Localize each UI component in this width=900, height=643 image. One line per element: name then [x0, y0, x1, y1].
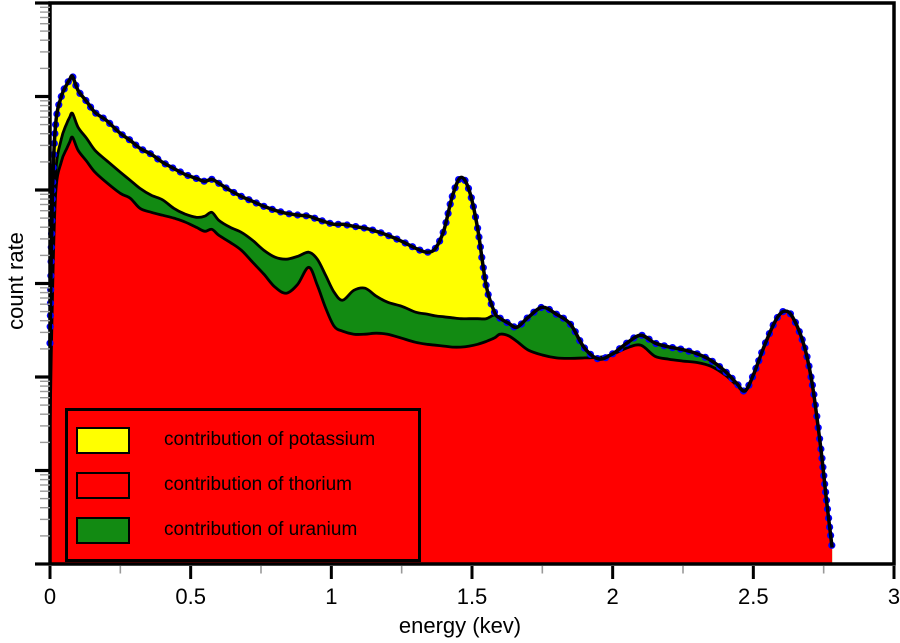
thorium-swatch	[76, 471, 130, 499]
legend-label-uranium: contribution of uranium	[164, 519, 358, 540]
x-tick-label: 3	[888, 584, 900, 609]
x-tick-label: 0	[44, 584, 56, 609]
legend-item-potassium: contribution of potassium	[76, 426, 418, 454]
legend-label-potassium: contribution of potassium	[164, 429, 376, 450]
thorium-curve	[48, 135, 834, 548]
x-ticks: 0 0.5 1 1.5 2 2.5 3	[44, 566, 900, 609]
legend-item-thorium: contribution of thorium	[76, 471, 418, 499]
x-axis-label: energy (kev)	[399, 613, 521, 638]
area-fills	[50, 75, 833, 564]
x-tick-label: 1	[325, 584, 337, 609]
total-curve	[48, 74, 834, 548]
legend: contribution of potassium contribution o…	[65, 408, 421, 562]
y-ticks	[35, 1, 50, 566]
x-tick-label: 1.5	[457, 584, 488, 609]
thorium-area	[50, 137, 833, 564]
x-tick-label: 2	[607, 584, 619, 609]
uranium-swatch	[76, 516, 130, 544]
x-tick-label: 0.5	[175, 584, 206, 609]
potassium-swatch	[76, 426, 130, 454]
y-axis-label: count rate	[3, 232, 28, 330]
legend-label-thorium: contribution of thorium	[164, 474, 352, 495]
legend-item-uranium: contribution of uranium	[76, 516, 418, 544]
x-tick-label: 2.5	[738, 584, 769, 609]
